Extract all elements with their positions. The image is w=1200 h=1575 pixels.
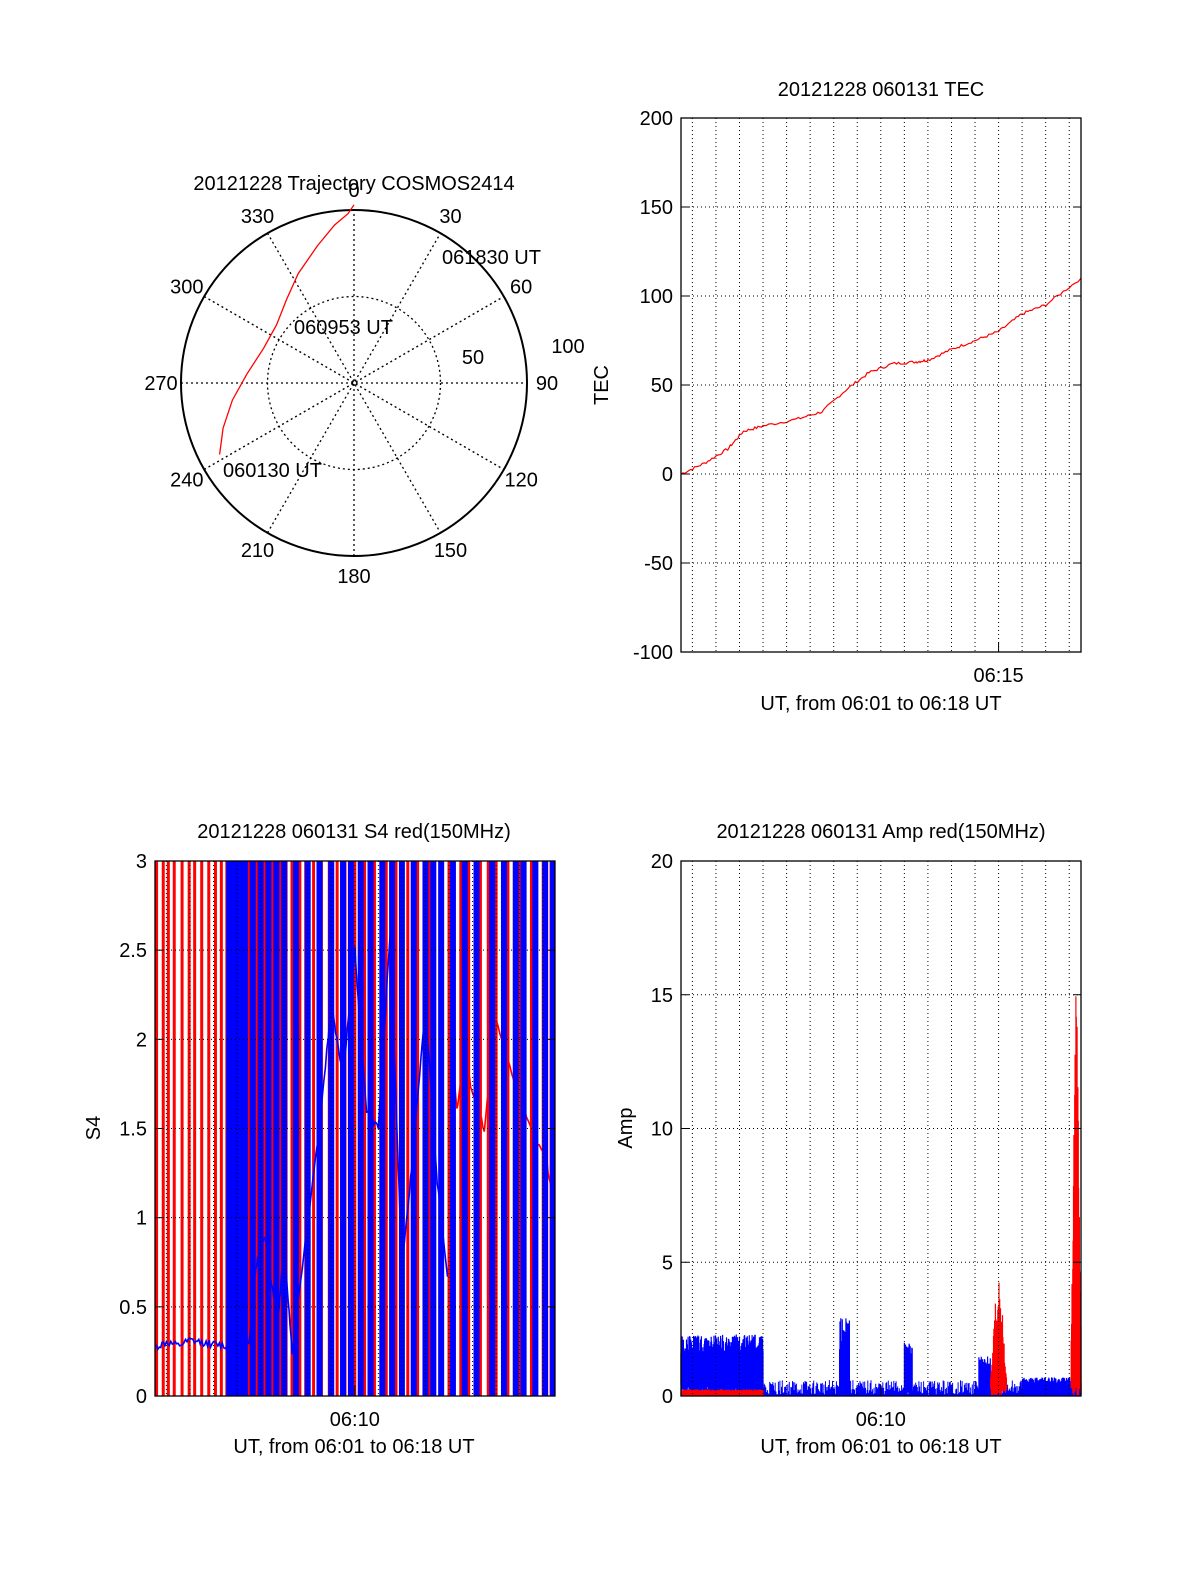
amp-xlabel: UT, from 06:01 to 06:18 UT: [760, 1436, 1001, 1458]
amp-red-band: [1070, 996, 1082, 1396]
polar-azimuth-label: 150: [434, 540, 467, 562]
polar-azimuth-label: 60: [510, 277, 532, 299]
y-tick-label: 200: [640, 108, 673, 130]
s4-blue-line: [155, 934, 449, 1355]
s4-plot: 20121228 060131 S4 red(150MHz) UT, from …: [83, 821, 556, 1458]
amp-red-band: [680, 1389, 764, 1396]
amp-axes: 0 5 10 15 20 06:10: [651, 851, 1082, 1431]
s4-ylabel: S4: [83, 1116, 105, 1140]
plot-frame: [680, 117, 1082, 653]
polar-annotation: 060130 UT: [223, 460, 322, 482]
tec-axes: -100 -50 0 50 100 150 200 06:15: [633, 108, 1082, 687]
y-tick-label: 0.5: [119, 1297, 147, 1319]
plot-content: [680, 277, 1082, 475]
s4-axes: 0 0.5 1 1.5 2 2.5 3 06:10: [119, 851, 556, 1431]
plot-content: [680, 996, 1082, 1396]
polar-trajectory-line: [218, 204, 355, 455]
y-tick-label: 5: [662, 1252, 673, 1274]
tec-xlabel: UT, from 06:01 to 06:18 UT: [760, 693, 1001, 715]
amp-red-band: [990, 1282, 1007, 1396]
y-tick-label: 50: [651, 375, 673, 397]
y-tick-label: -50: [644, 553, 673, 575]
x-tick-label: 06:15: [974, 665, 1024, 687]
polar-azimuth-label: 0: [348, 180, 359, 202]
plot-frame: [154, 860, 556, 1397]
tec-ylabel: TEC: [591, 365, 613, 405]
tec-plot: 20121228 060131 TEC UT, from 06:01 to 06…: [591, 79, 1082, 715]
polar-grid: [180, 209, 528, 557]
polar-labels: 0 30 60 90 120 150 180 210 240 270 300 330 50 100 0618…: [144, 180, 584, 588]
polar-annotation: 060953 UT: [294, 317, 393, 339]
y-tick-label: 1: [136, 1208, 147, 1230]
y-tick-label: 3: [136, 851, 147, 873]
polar-azimuth-label: 180: [337, 566, 370, 588]
x-tick-label: 06:10: [856, 1409, 906, 1431]
polar-trajectory-plot: 20121228 Trajectory COSMOS2414 0 30 60 90 12…: [144, 173, 584, 588]
polar-azimuth-label: 330: [241, 206, 274, 228]
polar-radial-label: 50: [462, 347, 484, 369]
polar-azimuth-label: 300: [170, 277, 203, 299]
y-tick-label: 100: [640, 286, 673, 308]
tec-title: 20121228 060131 TEC: [778, 79, 984, 101]
polar-title: 20121228 Trajectory COSMOS2414: [193, 173, 514, 195]
y-tick-label: 0: [662, 1386, 673, 1408]
polar-azimuth-label: 30: [439, 206, 461, 228]
amp-ylabel: Amp: [615, 1107, 637, 1148]
y-tick-label: 20: [651, 851, 673, 873]
tec-series-line: [680, 277, 1082, 475]
polar-azimuth-label: 120: [504, 470, 537, 492]
plot-frame: [680, 860, 1082, 1397]
s4-title: 20121228 060131 S4 red(150MHz): [197, 821, 511, 843]
amp-blue-band: [680, 1334, 764, 1396]
amp-blue-band: [978, 1356, 992, 1396]
x-tick-label: 06:10: [330, 1409, 380, 1431]
polar-azimuth-label: 270: [144, 373, 177, 395]
s4-xlabel: UT, from 06:01 to 06:18 UT: [233, 1436, 474, 1458]
polar-azimuth-label: 240: [170, 470, 203, 492]
y-tick-label: 1.5: [119, 1119, 147, 1141]
y-tick-label: 0: [662, 464, 673, 486]
polar-azimuth-label: 210: [241, 540, 274, 562]
polar-annotation: 061830 UT: [442, 247, 541, 269]
y-tick-label: 10: [651, 1119, 673, 1141]
amp-blue-band: [903, 1342, 913, 1396]
y-tick-label: 15: [651, 985, 673, 1007]
y-tick-label: 150: [640, 197, 673, 219]
polar-azimuth-label: 90: [536, 373, 558, 395]
amp-title: 20121228 060131 Amp red(150MHz): [716, 821, 1045, 843]
y-tick-label: 2: [136, 1029, 147, 1051]
y-tick-label: 2.5: [119, 940, 147, 962]
polar-radial-label: 100: [551, 336, 584, 358]
polar-trajectory: [218, 204, 355, 455]
y-tick-label: 0: [136, 1386, 147, 1408]
y-tick-label: -100: [633, 642, 673, 664]
amp-blue-band: [839, 1318, 850, 1396]
amp-plot: 20121228 060131 Amp red(150MHz) UT, from…: [615, 821, 1082, 1458]
